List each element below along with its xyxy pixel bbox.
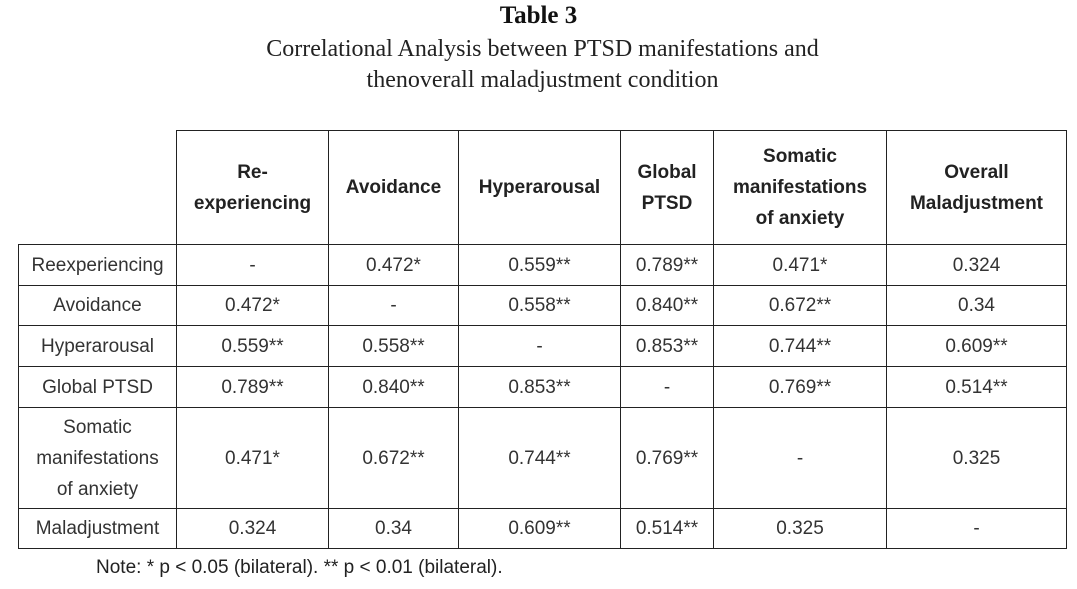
table-cell: 0.472* bbox=[328, 244, 459, 286]
table-cell: 0.471* bbox=[176, 407, 329, 509]
table-cell: 0.744** bbox=[458, 407, 621, 509]
table-cell: 0.558** bbox=[328, 325, 459, 367]
table-cell: 0.609** bbox=[458, 508, 621, 549]
table-cell: 0.840** bbox=[620, 285, 714, 326]
row-label: Reexperiencing bbox=[18, 244, 177, 286]
table-cell: - bbox=[620, 366, 714, 408]
column-header-reexperiencing: Re-experiencing bbox=[176, 130, 329, 245]
table-cell: 0.324 bbox=[886, 244, 1067, 286]
table-cell: - bbox=[458, 325, 621, 367]
row-label: Hyperarousal bbox=[18, 325, 177, 367]
table-cell: - bbox=[713, 407, 887, 509]
table-cell: 0.472* bbox=[176, 285, 329, 326]
table-cell: - bbox=[176, 244, 329, 286]
table-cell: 0.325 bbox=[713, 508, 887, 549]
table-cell: 0.789** bbox=[176, 366, 329, 408]
table-cell: 0.853** bbox=[620, 325, 714, 367]
table-cell: 0.744** bbox=[713, 325, 887, 367]
table-cell: 0.324 bbox=[176, 508, 329, 549]
table-cell: - bbox=[886, 508, 1067, 549]
table-cell: 0.471* bbox=[713, 244, 887, 286]
table-row: Somatic manifestations of anxiety 0.471* 0… bbox=[18, 407, 1067, 509]
table-cell: 0.769** bbox=[713, 366, 887, 408]
column-header-overall-maladjustment: Overall Maladjustment bbox=[886, 130, 1067, 245]
table-title: Table 3 bbox=[499, 2, 578, 29]
column-header-somatic-anxiety: Somatic manifestations of anxiety bbox=[713, 130, 887, 245]
row-label: Maladjustment bbox=[18, 508, 177, 549]
correlation-table: Re-experiencing Avoidance Hyperarousal G… bbox=[18, 130, 1067, 549]
table-cell: 0.514** bbox=[886, 366, 1067, 408]
table-cell: 0.558** bbox=[458, 285, 621, 326]
table-note: Note: * p < 0.05 (bilateral). ** p < 0.0… bbox=[96, 557, 503, 578]
table-cell: 0.840** bbox=[328, 366, 459, 408]
table-cell: 0.325 bbox=[886, 407, 1067, 509]
table-cell: 0.672** bbox=[713, 285, 887, 326]
table-cell: 0.559** bbox=[458, 244, 621, 286]
table-cell: 0.789** bbox=[620, 244, 714, 286]
table-cell: - bbox=[328, 285, 459, 326]
table-row: Hyperarousal 0.559** 0.558** - 0.853** 0… bbox=[18, 325, 1067, 367]
column-header-hyperarousal: Hyperarousal bbox=[458, 130, 621, 245]
table-cell: 0.853** bbox=[458, 366, 621, 408]
table-row: Reexperiencing - 0.472* 0.559** 0.789** … bbox=[18, 244, 1067, 286]
table-cell: 0.672** bbox=[328, 407, 459, 509]
header-row: Re-experiencing Avoidance Hyperarousal G… bbox=[18, 130, 1067, 245]
column-header-global-ptsd: Global PTSD bbox=[620, 130, 714, 245]
table-row: Avoidance 0.472* - 0.558** 0.840** 0.672… bbox=[18, 285, 1067, 326]
table-subtitle-line-2: thenoverall maladjustment condition bbox=[366, 67, 719, 93]
header-corner bbox=[18, 130, 177, 245]
table-row: Global PTSD 0.789** 0.840** 0.853** - 0.… bbox=[18, 366, 1067, 408]
column-header-avoidance: Avoidance bbox=[328, 130, 459, 245]
row-label: Somatic manifestations of anxiety bbox=[18, 407, 177, 509]
table-cell: 0.34 bbox=[886, 285, 1067, 326]
table-cell: 0.514** bbox=[620, 508, 714, 549]
row-label: Global PTSD bbox=[18, 366, 177, 408]
row-label: Avoidance bbox=[18, 285, 177, 326]
table-cell: 0.769** bbox=[620, 407, 714, 509]
table-subtitle-line-1: Correlational Analysis between PTSD mani… bbox=[266, 36, 819, 62]
table-row: Maladjustment 0.324 0.34 0.609** 0.514**… bbox=[18, 508, 1067, 549]
table-cell: 0.609** bbox=[886, 325, 1067, 367]
table-cell: 0.559** bbox=[176, 325, 329, 367]
table-cell: 0.34 bbox=[328, 508, 459, 549]
